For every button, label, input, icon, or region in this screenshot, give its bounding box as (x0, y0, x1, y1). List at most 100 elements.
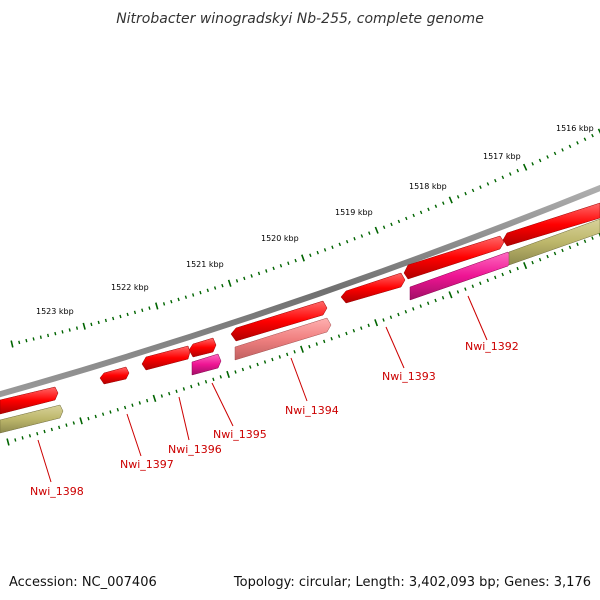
inner-minor-tick (456, 290, 460, 294)
outer-minor-tick (54, 331, 57, 336)
inner-major-tick (523, 262, 528, 270)
inner-minor-tick (315, 342, 318, 346)
inner-minor-tick (87, 416, 90, 421)
outer-minor-tick (583, 137, 587, 142)
inner-minor-tick (561, 248, 564, 253)
inner-minor-tick (123, 405, 127, 410)
cds-nwi-1397 (99, 366, 130, 385)
outer-minor-tick (390, 222, 393, 227)
genome-stats-text: Topology: circular; Length: 3,402,093 bp… (233, 575, 591, 590)
outer-major-tick (522, 163, 528, 171)
inner-minor-tick (168, 391, 171, 396)
cds-nwi-1394-forward (230, 300, 328, 342)
outer-minor-tick (97, 320, 100, 325)
inner-minor-tick (50, 427, 53, 432)
outer-minor-tick (68, 328, 71, 332)
outer-major-tick (227, 279, 232, 287)
inner-minor-tick (219, 375, 222, 379)
outer-minor-tick (61, 330, 64, 334)
inner-tick-ring (6, 231, 600, 446)
outer-minor-tick (148, 306, 151, 310)
gene-label-nwi-1396: Nwi_1396 (168, 443, 222, 456)
inner-minor-tick (14, 438, 17, 442)
outer-minor-tick (471, 188, 475, 193)
inner-major-tick (6, 438, 10, 446)
inner-minor-tick (330, 337, 333, 341)
cds-nwi-1392-forward (502, 202, 600, 247)
outer-minor-tick (434, 204, 438, 208)
outer-minor-tick (419, 210, 423, 215)
inner-minor-tick (138, 401, 141, 405)
kbp-label-1518: 1518 kbp (409, 182, 447, 191)
outer-major-tick (374, 226, 379, 234)
outer-minor-tick (323, 248, 327, 252)
outer-minor-tick (345, 239, 349, 244)
inner-minor-tick (360, 326, 363, 330)
outer-minor-tick (287, 261, 290, 266)
inner-minor-tick (553, 251, 557, 256)
outer-minor-tick (272, 266, 275, 271)
kbp-label-1517: 1517 kbp (483, 152, 521, 161)
inner-minor-tick (486, 278, 490, 283)
inner-minor-tick (426, 301, 430, 306)
outer-major-tick (10, 340, 14, 348)
outer-minor-tick (412, 213, 415, 218)
inner-minor-tick (367, 323, 370, 328)
inner-minor-tick (241, 367, 245, 372)
outer-minor-tick (538, 158, 542, 163)
outer-minor-tick (546, 155, 549, 159)
outer-minor-tick (162, 302, 166, 306)
inner-minor-tick (293, 350, 296, 354)
gene-label-nwi-1392: Nwi_1392 (465, 340, 519, 353)
inner-minor-tick (352, 329, 356, 333)
inner-minor-tick (471, 284, 475, 288)
kbp-label-1520: 1520 kbp (261, 234, 299, 243)
gene-label-nwi-1398: Nwi_1398 (30, 485, 84, 498)
outer-minor-tick (486, 182, 490, 186)
outer-minor-tick (405, 216, 408, 221)
inner-minor-tick (382, 318, 385, 322)
outer-minor-tick (18, 340, 21, 345)
inner-major-tick (374, 319, 379, 327)
inner-minor-tick (419, 304, 422, 308)
inner-minor-tick (249, 365, 252, 369)
outer-minor-tick (442, 201, 445, 205)
gene-label-nwi-1397: Nwi_1397 (120, 458, 174, 471)
outer-minor-tick (338, 242, 342, 247)
leader-nwi-1394 (290, 357, 308, 402)
inner-minor-tick (263, 360, 267, 364)
outer-minor-tick (553, 151, 557, 156)
inner-minor-tick (278, 355, 281, 359)
leader-nwi-1393 (385, 326, 405, 369)
cds-nwi-1395-forward (188, 337, 217, 358)
inner-minor-tick (494, 275, 497, 280)
outer-minor-tick (257, 271, 261, 276)
outer-minor-tick (397, 219, 401, 224)
kbp-label-1522: 1522 kbp (111, 283, 149, 292)
outer-minor-tick (456, 195, 460, 199)
inner-minor-tick (323, 339, 326, 344)
outer-minor-tick (90, 322, 93, 327)
outer-minor-tick (316, 250, 319, 255)
inner-minor-tick (576, 242, 579, 247)
outer-minor-tick (235, 279, 239, 283)
inner-minor-tick (204, 379, 208, 384)
outer-minor-tick (184, 295, 188, 299)
outer-tick-ring (10, 128, 600, 348)
outer-minor-tick (353, 237, 356, 241)
inner-minor-tick (397, 312, 400, 317)
outer-major-tick (82, 322, 86, 330)
inner-minor-tick (72, 421, 75, 425)
inner-minor-tick (101, 412, 105, 416)
outer-minor-tick (464, 191, 467, 196)
outer-minor-tick (75, 326, 79, 330)
inner-minor-tick (434, 298, 437, 303)
gene-nwi-1394-pink (234, 317, 332, 361)
inner-minor-tick (36, 431, 39, 436)
gene-nwi-1392-khaki (508, 218, 600, 266)
outer-minor-tick (47, 333, 50, 338)
outer-major-tick (448, 196, 453, 204)
genome-title: Nitrobacter winogradskyi Nb-255, complet… (116, 11, 484, 27)
inner-minor-tick (479, 281, 482, 286)
inner-minor-tick (591, 236, 594, 240)
